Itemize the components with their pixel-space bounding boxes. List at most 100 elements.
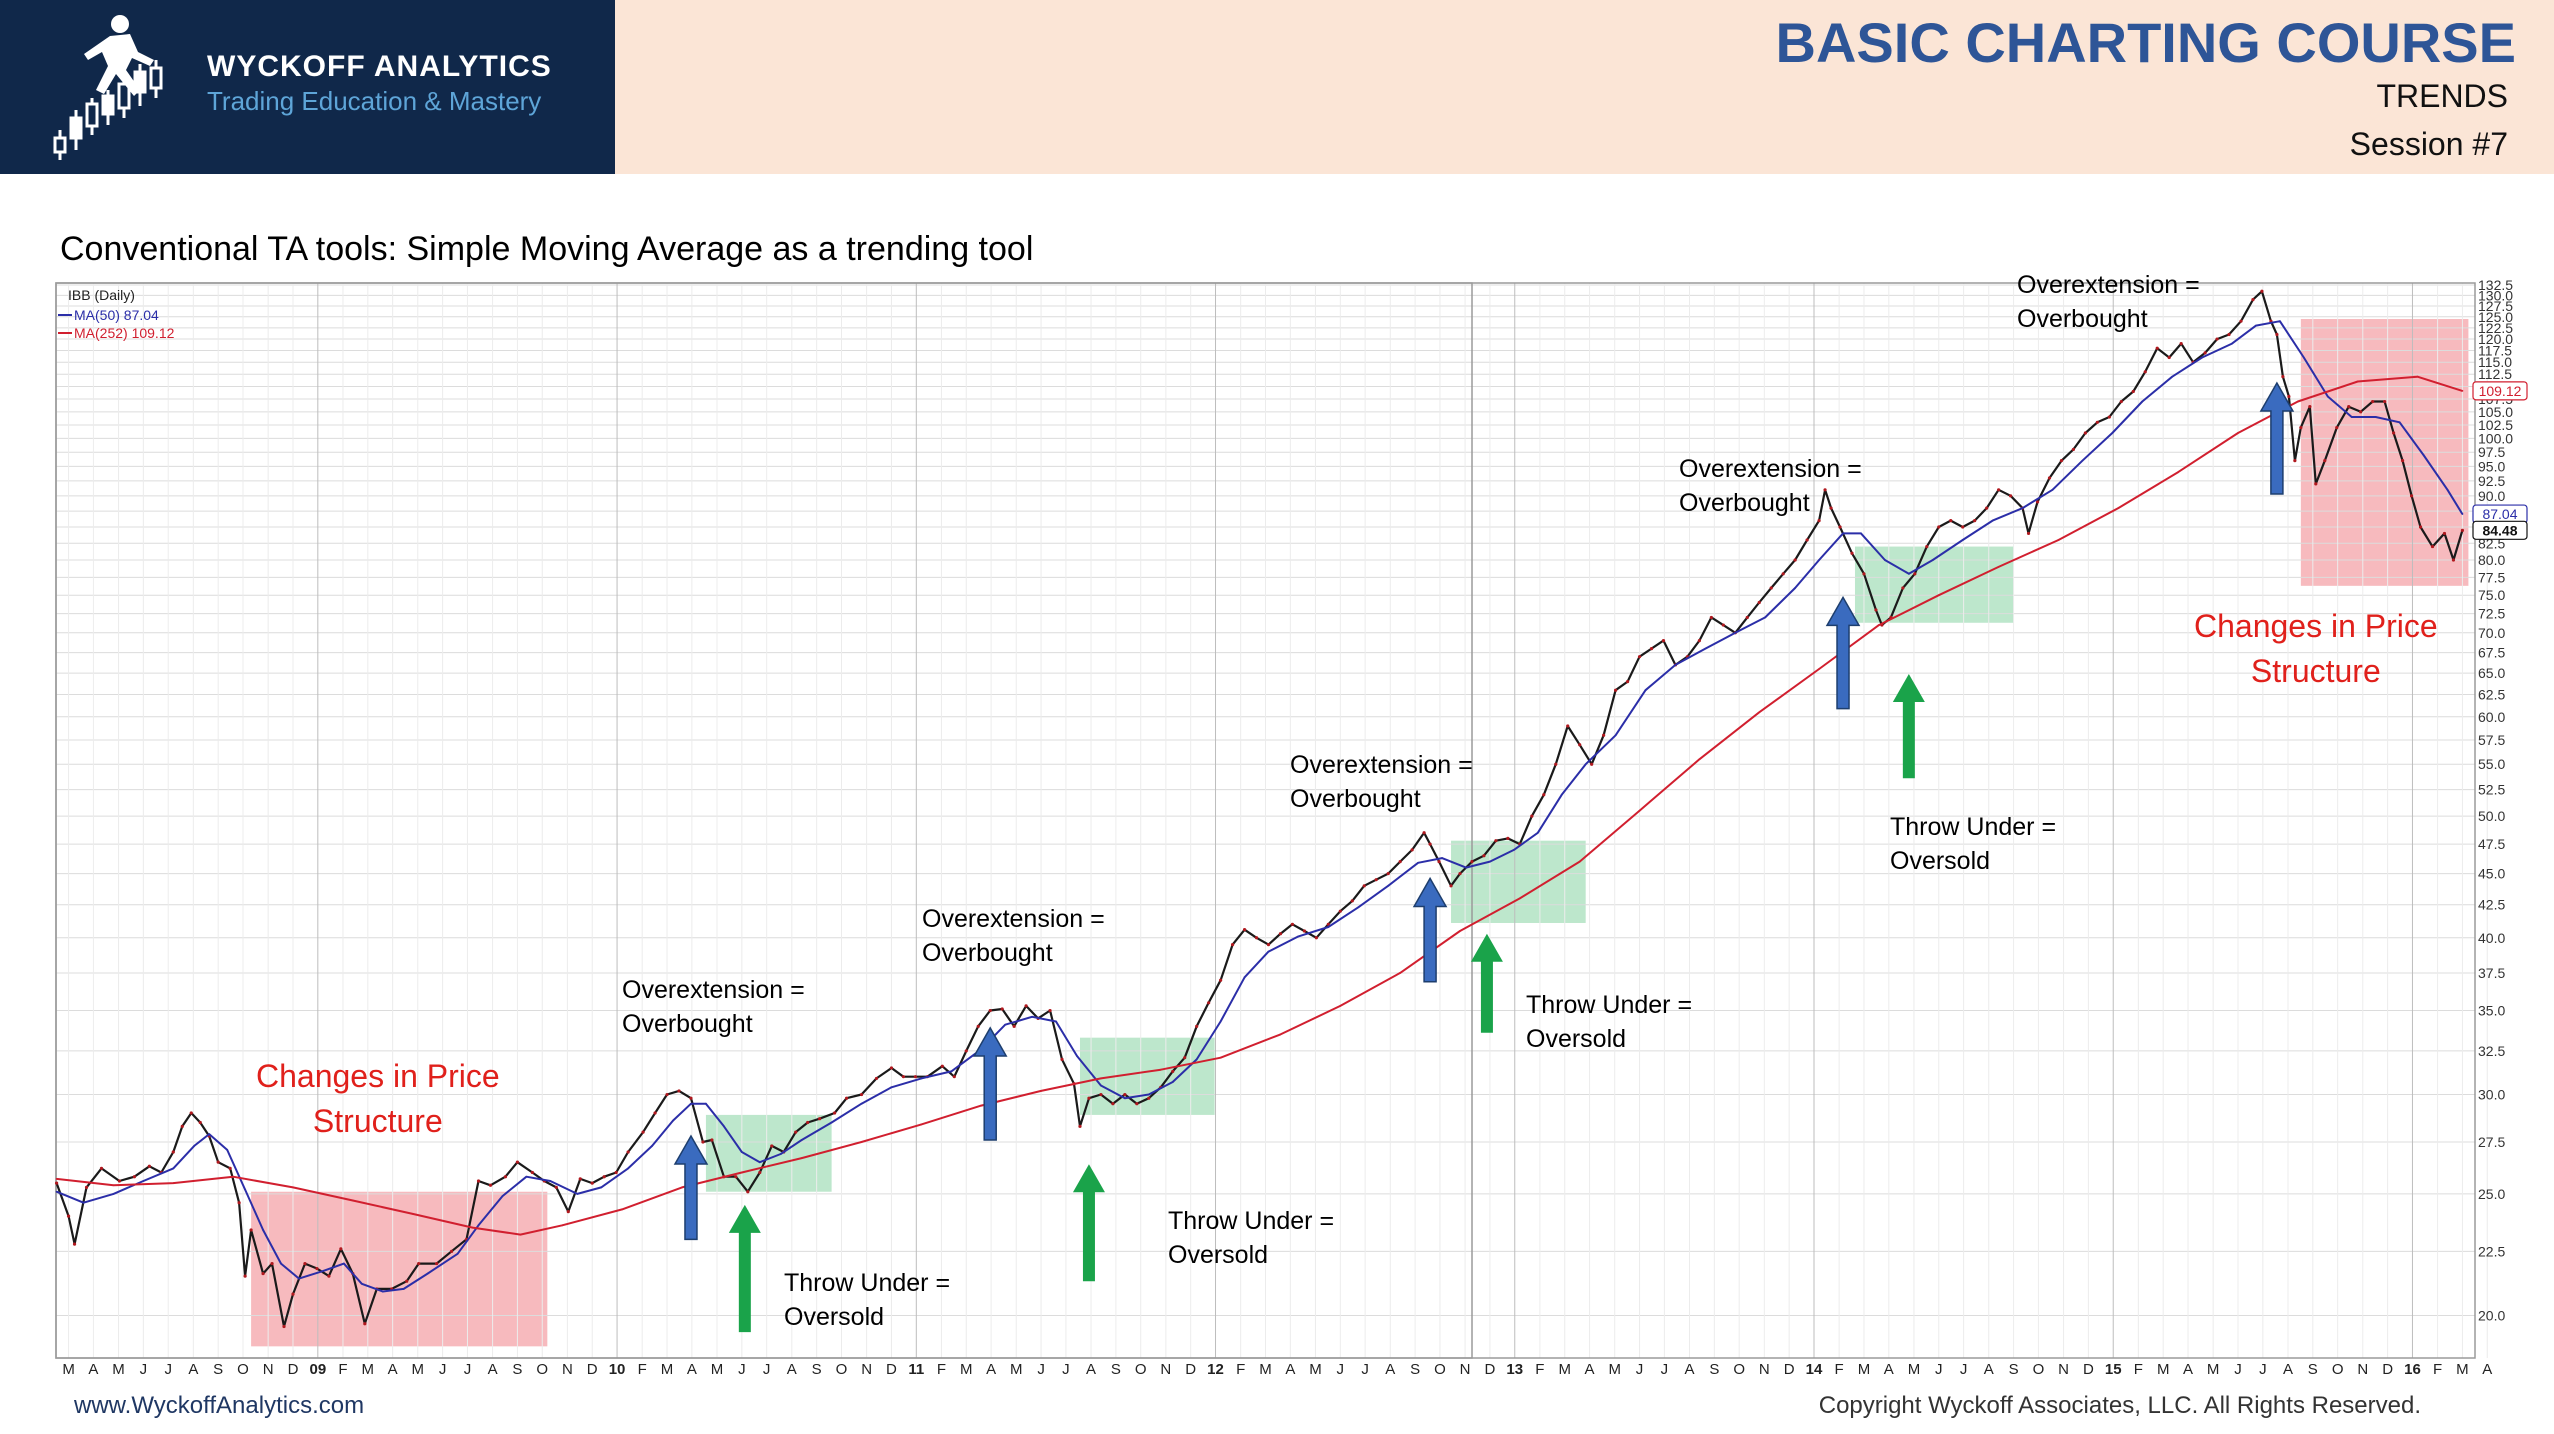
series-point	[280, 1262, 282, 1265]
slide-subtitle: Conventional TA tools: Simple Moving Ave…	[60, 230, 1034, 268]
series-point	[1794, 587, 1797, 589]
y-tick-label: 72.5	[2478, 606, 2505, 622]
series-point	[1470, 860, 1474, 864]
series-point	[779, 1153, 782, 1155]
series-point	[1566, 724, 1570, 728]
series-point	[952, 1075, 956, 1079]
series-point	[1512, 848, 1515, 851]
series-point	[770, 1144, 774, 1148]
series-point	[1031, 1015, 1033, 1018]
series-point	[2095, 420, 2099, 424]
series-point	[2083, 431, 2087, 435]
x-tick-label: 11	[908, 1361, 924, 1378]
series-point	[1661, 639, 1666, 643]
series-point	[2026, 531, 2031, 536]
x-tick-label: M	[1608, 1361, 1621, 1378]
series-point	[1362, 884, 1366, 888]
series-point	[1764, 616, 1767, 619]
x-tick-label: S	[812, 1361, 822, 1378]
series-point	[193, 1145, 196, 1147]
series-point	[298, 1277, 300, 1280]
series-point	[1518, 897, 1521, 900]
series-point	[1602, 733, 1606, 737]
y-tick-label: 42.5	[2478, 897, 2505, 913]
brand-panel: WYCKOFF ANALYTICS Trading Education & Ma…	[0, 0, 615, 174]
x-tick-label: O	[2332, 1361, 2344, 1378]
brand-name: WYCKOFF ANALYTICS	[207, 50, 552, 83]
series-point	[602, 1175, 606, 1179]
series-point	[2418, 525, 2423, 529]
series-point	[1823, 488, 1827, 492]
x-tick-label: O	[836, 1361, 848, 1378]
course-topic: TRENDS	[2376, 78, 2508, 114]
series-point	[2227, 332, 2231, 337]
x-tick-label: F	[638, 1361, 647, 1378]
series-point	[1279, 1033, 1282, 1036]
series-point	[1422, 831, 1426, 835]
series-point	[1410, 848, 1414, 852]
x-tick-label: J	[1361, 1361, 1369, 1378]
series-point	[554, 1185, 558, 1190]
series-point	[1818, 668, 1820, 670]
series-point	[1219, 978, 1223, 982]
series-point	[1638, 809, 1641, 812]
annotation-structure-1: Changes in Price Structure	[256, 1058, 500, 1139]
series-point	[1183, 1056, 1187, 1060]
x-tick-label: M	[62, 1361, 75, 1378]
series-point	[2177, 471, 2180, 474]
series-point	[1973, 519, 1977, 523]
x-tick-label: J	[1337, 1361, 1345, 1378]
y-tick-label: 65.0	[2478, 665, 2505, 681]
series-point	[112, 1193, 115, 1195]
y-tick-label: 40.0	[2478, 930, 2505, 946]
series-point	[477, 1224, 480, 1227]
series-point	[818, 1117, 822, 1121]
series-point	[2251, 298, 2255, 302]
series-point	[701, 1140, 705, 1144]
x-tick-label: J	[1661, 1361, 1669, 1378]
series-point	[72, 1242, 77, 1246]
series-point	[82, 1201, 85, 1204]
series-point	[1578, 860, 1581, 863]
series-point	[1709, 615, 1713, 620]
price-tag-label: 84.48	[2482, 522, 2517, 538]
annotation-structure-2: Changes in Price Structure	[2194, 608, 2438, 689]
legend-ma252: MA(252) 109.12	[74, 325, 175, 341]
y-tick-label: 90.0	[2478, 488, 2505, 504]
x-tick-label: O	[1434, 1361, 1446, 1378]
series-point	[794, 1130, 798, 1134]
highlight-zone	[251, 1191, 548, 1347]
highlight-zone	[1079, 1037, 1215, 1115]
header-band	[615, 0, 2554, 174]
highlight-zones	[251, 318, 2469, 1347]
series-point	[216, 1160, 220, 1164]
series-point	[1243, 976, 1246, 979]
x-tick-label: O	[536, 1361, 548, 1378]
series-point	[1862, 572, 1866, 576]
footer-copyright: Copyright Wyckoff Associates, LLC. All R…	[1818, 1392, 2421, 1419]
y-tick-label: 52.5	[2478, 782, 2505, 798]
series-point	[627, 1167, 630, 1170]
series-point	[940, 1064, 944, 1068]
x-tick-label: J	[164, 1361, 172, 1378]
signal-arrow	[1825, 595, 1861, 710]
series-point	[1123, 1097, 1126, 1100]
x-tick-label: J	[1960, 1361, 1968, 1378]
x-tick-label: J	[1636, 1361, 1644, 1378]
series-point	[2131, 389, 2135, 394]
series-point	[1874, 608, 1878, 612]
series-point	[600, 1186, 603, 1189]
series-point	[1230, 943, 1235, 947]
x-tick-label: J	[1935, 1361, 1943, 1378]
x-tick-label: M	[412, 1361, 425, 1378]
footer-url[interactable]: www.WyckoffAnalytics.com	[74, 1392, 365, 1419]
y-tick-label: 22.5	[2478, 1243, 2505, 1259]
series-point	[1913, 572, 1917, 576]
x-tick-label: N	[263, 1361, 274, 1378]
y-tick-label: 20.0	[2478, 1308, 2505, 1324]
series-point	[2299, 426, 2303, 430]
x-tick-label: D	[587, 1361, 598, 1378]
series-point	[614, 1170, 618, 1175]
signal-arrow	[1072, 1164, 1105, 1282]
